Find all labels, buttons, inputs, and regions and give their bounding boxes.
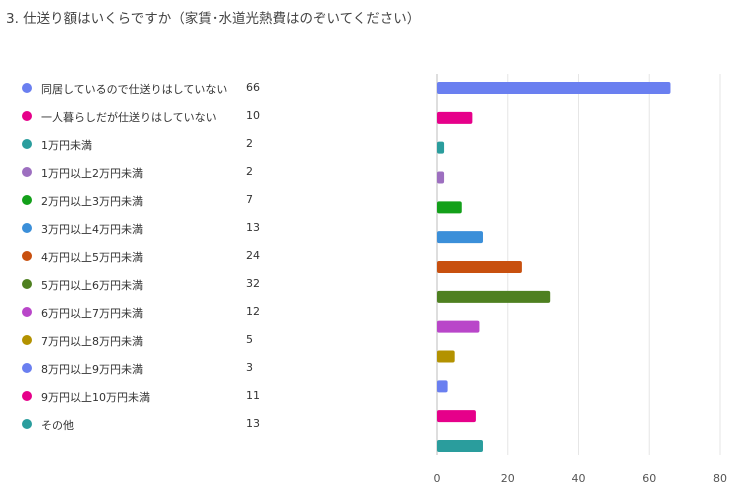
legend-dot-icon <box>22 391 32 401</box>
legend-value: 32 <box>246 277 260 290</box>
legend-label: 4万円以上5万円未満 <box>41 251 143 264</box>
legend-label: 3万円以上4万円未満 <box>41 223 143 236</box>
legend-label: 9万円以上10万円未満 <box>41 391 150 404</box>
legend-item: 一人暮らしだが仕送りはしていない 10 <box>20 109 270 137</box>
bar <box>437 141 445 154</box>
legend-label: 2万円以上3万円未満 <box>41 195 143 208</box>
bar <box>437 440 483 452</box>
legend-item: 8万円以上9万円未満 3 <box>20 361 270 389</box>
legend-item: 5万円以上6万円未満 32 <box>20 277 270 305</box>
legend-dot-icon <box>22 279 32 289</box>
x-tick-label: 40 <box>572 472 586 485</box>
x-tick-label: 60 <box>642 472 656 485</box>
legend-value: 66 <box>246 81 260 94</box>
chart-title: 3. 仕送り額はいくらですか（家賃･水道光熱費はのぞいてください） <box>6 11 421 27</box>
bar <box>437 350 455 363</box>
bar <box>437 231 483 244</box>
legend-item: 4万円以上5万円未満 24 <box>20 249 270 277</box>
legend-value: 11 <box>246 389 260 402</box>
legend-label: その他 <box>41 419 74 432</box>
bar <box>437 171 445 184</box>
legend-item: 同居しているので仕送りはしていない 66 <box>20 81 270 109</box>
legend-value: 24 <box>246 249 260 262</box>
bar <box>437 320 480 333</box>
legend-item: 9万円以上10万円未満 11 <box>20 389 270 417</box>
legend-label: 7万円以上8万円未満 <box>41 335 143 348</box>
bar <box>437 380 448 393</box>
legend-value: 13 <box>246 417 260 430</box>
x-tick-label: 80 <box>713 472 727 485</box>
legend-item: その他 13 <box>20 417 270 445</box>
legend-label: 1万円以上2万円未満 <box>41 167 143 180</box>
legend-label: 一人暮らしだが仕送りはしていない <box>41 111 217 124</box>
bar <box>437 201 462 214</box>
legend-value: 2 <box>246 137 253 150</box>
legend-item: 3万円以上4万円未満 13 <box>20 221 270 249</box>
legend-label: 同居しているので仕送りはしていない <box>41 83 228 96</box>
legend-dot-icon <box>22 195 32 205</box>
legend-dot-icon <box>22 419 32 429</box>
bar <box>437 410 476 423</box>
bar <box>437 290 551 303</box>
legend-item: 1万円未満 2 <box>20 137 270 165</box>
legend-dot-icon <box>22 335 32 345</box>
legend-value: 5 <box>246 333 253 346</box>
legend-label: 5万円以上6万円未満 <box>41 279 143 292</box>
legend-label: 6万円以上7万円未満 <box>41 307 143 320</box>
legend-item: 2万円以上3万円未満 7 <box>20 193 270 221</box>
legend-dot-icon <box>22 167 32 177</box>
legend-dot-icon <box>22 307 32 317</box>
legend-label: 8万円以上9万円未満 <box>41 363 143 376</box>
legend-value: 3 <box>246 361 253 374</box>
legend-item: 1万円以上2万円未満 2 <box>20 165 270 193</box>
legend-value: 10 <box>246 109 260 122</box>
bar <box>437 261 522 273</box>
legend-value: 12 <box>246 305 260 318</box>
legend-dot-icon <box>22 363 32 373</box>
legend-dot-icon <box>22 83 32 93</box>
bar <box>437 111 473 124</box>
x-tick-label: 0 <box>434 472 441 485</box>
legend-dot-icon <box>22 223 32 233</box>
legend: 同居しているので仕送りはしていない 66 一人暮らしだが仕送りはしていない 10 1万円… <box>20 81 270 445</box>
legend-dot-icon <box>22 251 32 261</box>
legend-value: 7 <box>246 193 253 206</box>
legend-value: 13 <box>246 221 260 234</box>
legend-value: 2 <box>246 165 253 178</box>
legend-item: 7万円以上8万円未満 5 <box>20 333 270 361</box>
legend-dot-icon <box>22 139 32 149</box>
x-tick-label: 20 <box>501 472 515 485</box>
legend-label: 1万円未満 <box>41 139 92 152</box>
bar <box>437 82 671 94</box>
legend-item: 6万円以上7万円未満 12 <box>20 305 270 333</box>
legend-dot-icon <box>22 111 32 121</box>
